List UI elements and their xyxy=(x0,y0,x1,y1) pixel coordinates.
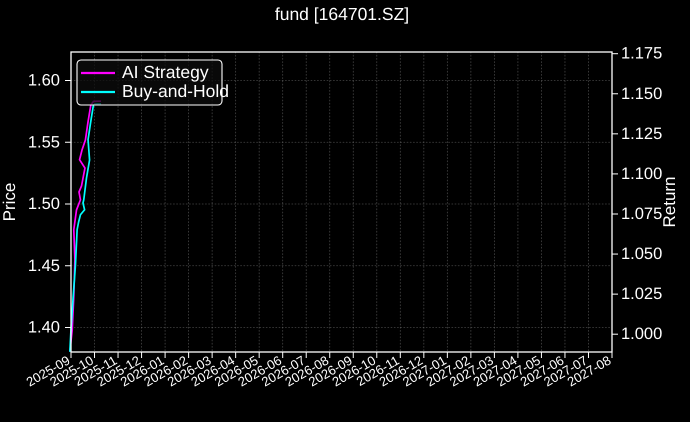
svg-text:1.45: 1.45 xyxy=(28,257,60,275)
svg-text:Buy-and-Hold: Buy-and-Hold xyxy=(122,81,229,101)
svg-text:1.40: 1.40 xyxy=(28,319,60,337)
svg-text:fund [164701.SZ]: fund [164701.SZ] xyxy=(275,4,409,24)
svg-text:1.150: 1.150 xyxy=(621,85,662,103)
svg-text:1.025: 1.025 xyxy=(621,285,662,303)
svg-text:1.55: 1.55 xyxy=(28,133,60,151)
svg-text:Return: Return xyxy=(660,176,679,227)
svg-text:1.50: 1.50 xyxy=(28,195,60,213)
svg-text:1.125: 1.125 xyxy=(621,125,662,143)
svg-text:1.050: 1.050 xyxy=(621,245,662,263)
svg-text:Price: Price xyxy=(0,183,19,222)
svg-text:1.075: 1.075 xyxy=(621,205,662,223)
svg-text:1.60: 1.60 xyxy=(28,72,60,90)
svg-text:1.175: 1.175 xyxy=(621,45,662,63)
svg-text:1.100: 1.100 xyxy=(621,165,662,183)
svg-text:AI Strategy: AI Strategy xyxy=(122,62,209,82)
svg-text:1.000: 1.000 xyxy=(621,325,662,343)
